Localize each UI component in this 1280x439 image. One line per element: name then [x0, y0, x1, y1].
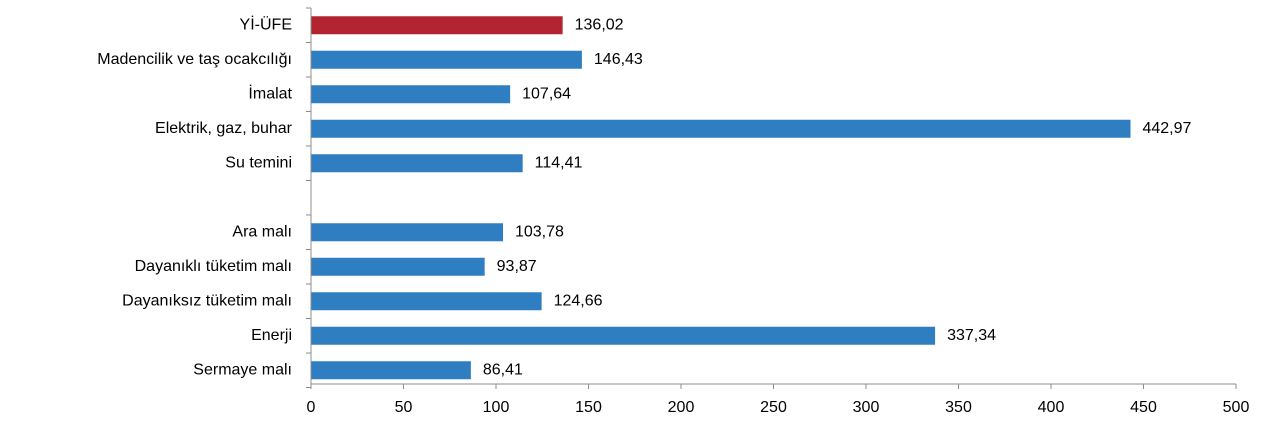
x-tick-label: 400: [1038, 399, 1065, 416]
data-label: 107,64: [522, 85, 571, 102]
data-label: 136,02: [575, 16, 624, 33]
bar: [311, 154, 523, 173]
data-label: 442,97: [1142, 120, 1191, 137]
x-tick-label: 350: [945, 399, 972, 416]
bar: [311, 257, 485, 276]
data-label: 103,78: [515, 223, 564, 240]
category-label: Dayanıksız tüketim malı: [122, 292, 292, 309]
data-label: 124,66: [554, 292, 603, 309]
x-tick-label: 150: [575, 399, 602, 416]
data-label: 93,87: [497, 258, 537, 275]
data-label: 146,43: [594, 51, 643, 68]
bar: [311, 361, 471, 380]
x-tick-label: 100: [483, 399, 510, 416]
category-label: Dayanıklı tüketim malı: [135, 258, 292, 275]
x-tick-label: 250: [760, 399, 787, 416]
x-tick-label: 200: [668, 399, 695, 416]
category-label: İmalat: [248, 83, 292, 102]
x-tick-label: 450: [1130, 399, 1157, 416]
value-labels: 136,02 146,43 107,64 442,97 114,41 103,78 93,8…: [483, 16, 1192, 378]
data-label: 114,41: [535, 154, 583, 171]
category-label: Enerji: [251, 327, 292, 344]
category-label: Su temini: [225, 154, 292, 171]
x-axis: 0 50 100 150 200 250 300 350 400 450 500: [306, 7, 1250, 416]
category-label: Yİ-ÜFE: [240, 14, 292, 33]
bar: [311, 119, 1131, 138]
x-tick-label: 300: [853, 399, 880, 416]
data-label: 337,34: [947, 327, 996, 344]
bar: [311, 326, 936, 345]
bar: [311, 16, 563, 35]
category-labels: Yİ-ÜFE Madencilik ve taş ocakcılığı İmalat…: [97, 14, 292, 378]
bars-layer: [311, 16, 1131, 380]
bar: [311, 223, 503, 242]
category-label: Sermaye malı: [193, 361, 292, 378]
x-tick-label: 50: [395, 399, 413, 416]
bar: [311, 85, 511, 104]
x-tick-label: 0: [307, 399, 316, 416]
category-label: Elektrik, gaz, buhar: [155, 120, 293, 137]
x-tick-label: 500: [1223, 399, 1250, 416]
category-label: Madencilik ve taş ocakcılığı: [97, 51, 292, 68]
data-label: 86,41: [483, 361, 523, 378]
bar: [311, 50, 582, 69]
category-label: Ara malı: [232, 223, 292, 240]
bar: [311, 292, 542, 311]
